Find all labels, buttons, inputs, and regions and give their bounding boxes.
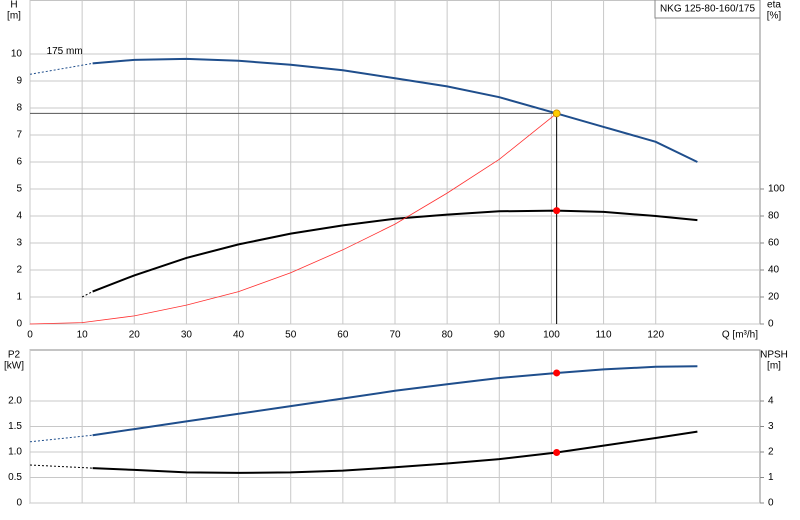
y-tick-label: 5 <box>16 184 22 195</box>
y2-tick-label: 0 <box>768 319 774 330</box>
x-tick-label: 70 <box>389 330 401 341</box>
y-axis-label: H <box>10 0 17 11</box>
x-tick-label: 60 <box>337 330 349 341</box>
x-tick-label: 110 <box>596 330 612 341</box>
operating-point <box>553 449 561 457</box>
x-tick-label: 20 <box>129 330 141 341</box>
operating-point <box>553 207 561 215</box>
x-tick-label: 90 <box>494 330 506 341</box>
x-axis-label: Q [m³/h] <box>722 330 758 341</box>
y2-tick-label: 1 <box>768 472 774 483</box>
x-tick-label: 120 <box>647 330 664 341</box>
y-tick-label: 2 <box>16 265 22 276</box>
y-tick-label: 8 <box>16 103 22 114</box>
curve <box>92 57 698 163</box>
curve <box>29 113 557 325</box>
y-axis-label: [m] <box>7 11 21 22</box>
curve <box>92 365 698 437</box>
y2-tick-label: 2 <box>768 447 774 458</box>
y-tick-label: 2.0 <box>8 396 22 407</box>
curve <box>81 291 93 298</box>
x-tick-label: 80 <box>442 330 454 341</box>
y2-tick-label: 100 <box>768 184 785 195</box>
y2-tick-label: 3 <box>768 421 774 432</box>
x-tick-label: 0 <box>27 330 33 341</box>
y2-tick-label: 80 <box>768 211 780 222</box>
y-tick-label: 4 <box>16 211 22 222</box>
y-axis-label: [kW] <box>4 361 24 372</box>
x-tick-label: 100 <box>543 330 560 341</box>
y-tick-label: 1.0 <box>8 447 22 458</box>
y2-tick-label: 40 <box>768 265 780 276</box>
x-tick-label: 30 <box>181 330 193 341</box>
y2-tick-label: 60 <box>768 238 780 249</box>
y-tick-label: 6 <box>16 157 22 168</box>
y-tick-label: 7 <box>16 130 22 141</box>
y2-tick-label: 20 <box>768 292 780 303</box>
y2-axis-label: NPSH <box>760 350 788 361</box>
operating-point <box>552 109 561 118</box>
y-tick-label: 1.5 <box>8 421 22 432</box>
y-tick-label: 3 <box>16 238 22 249</box>
y-tick-label: 0 <box>16 498 22 509</box>
y-tick-label: 0.5 <box>8 472 22 483</box>
curve <box>92 209 698 293</box>
curve-label: 175 mm <box>47 46 83 57</box>
curve <box>29 434 93 443</box>
y2-axis-label: eta <box>767 0 781 11</box>
y-tick-label: 9 <box>16 76 22 87</box>
x-tick-label: 40 <box>233 330 245 341</box>
y2-axis-label: [m] <box>767 361 781 372</box>
y-tick-label: 10 <box>11 49 23 60</box>
curve <box>29 464 93 469</box>
chart-title: NKG 125-80-160/175 <box>660 4 756 15</box>
y2-tick-label: 0 <box>768 498 774 509</box>
curve <box>92 430 698 474</box>
y-axis-label: P2 <box>8 350 21 361</box>
y2-tick-label: 4 <box>768 396 774 407</box>
y-tick-label: 0 <box>16 319 22 330</box>
x-tick-label: 10 <box>77 330 89 341</box>
curve <box>29 62 93 75</box>
y-tick-label: 1 <box>16 292 22 303</box>
title-box <box>654 0 761 19</box>
y2-axis-label: [%] <box>767 11 782 22</box>
operating-point <box>553 369 561 377</box>
x-tick-label: 50 <box>285 330 297 341</box>
